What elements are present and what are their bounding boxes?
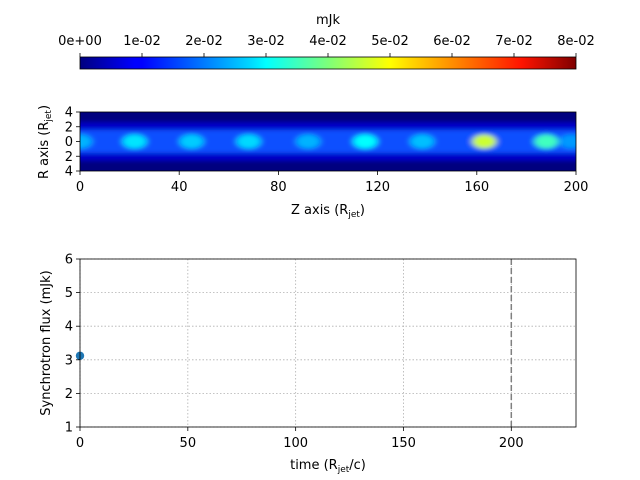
flux-x-tick-label: 0 xyxy=(76,436,84,451)
colorbar-tick-label: 2e-02 xyxy=(185,34,223,49)
colorbar-tick-label: 6e-02 xyxy=(433,34,471,49)
heatmap-knot xyxy=(296,134,321,149)
flux-x-axis-label: time (Rjet/c) xyxy=(290,458,366,475)
colorbar-tick-label: 5e-02 xyxy=(371,34,409,49)
heatmap-knot xyxy=(122,134,147,149)
heatmap-y-tick-label: 0 xyxy=(65,135,73,150)
heatmap-x-tick-label: 200 xyxy=(564,180,589,195)
heatmap-x-tick-label: 120 xyxy=(365,180,390,195)
heatmap-x-tick-label: 40 xyxy=(171,180,188,195)
heatmap-y-axis-label: R axis (Rjet) xyxy=(37,105,54,179)
flux-x-ticks: 0 50 100 150 200 xyxy=(76,427,524,451)
heatmap-knot xyxy=(236,134,261,149)
flux-panel: 0 50 100 150 200 1 2 3 4 5 6 time (Rjet/c) Synchr… xyxy=(39,253,577,475)
heatmap-knot xyxy=(559,134,576,149)
heatmap-knot xyxy=(179,134,204,149)
heatmap-x-tick-label: 160 xyxy=(464,180,489,195)
flux-x-tick-label: 150 xyxy=(391,436,416,451)
heatmap-y-tick-label: 2 xyxy=(65,150,73,165)
colorbar-ticks: 0e+00 1e-02 2e-02 3e-02 4e-02 5e-02 6e-02 7e-02… xyxy=(58,34,595,57)
flux-y-axis-label: Synchrotron flux (mJk) xyxy=(39,270,54,416)
flux-y-tick-label: 1 xyxy=(65,421,73,436)
colorbar-tick-label: 8e-02 xyxy=(557,34,595,49)
flux-frame xyxy=(79,258,577,428)
flux-x-tick-label: 50 xyxy=(180,436,197,451)
colorbar-tick-label: 7e-02 xyxy=(495,34,533,49)
colorbar-gradient xyxy=(79,56,577,70)
heatmap-knot xyxy=(534,134,559,149)
heatmap-x-axis-label: Z axis (Rjet) xyxy=(291,203,365,220)
heatmap-knot xyxy=(472,134,497,149)
colorbar-label: mJk xyxy=(316,13,340,28)
flux-y-tick-label: 5 xyxy=(65,286,73,301)
heatmap-knot xyxy=(80,134,92,149)
heatmap-x-ticks: 0 40 80 120 160 200 xyxy=(76,171,589,195)
flux-x-tick-label: 100 xyxy=(283,436,308,451)
flux-y-tick-label: 3 xyxy=(65,353,73,368)
heatmap-knots xyxy=(80,134,576,149)
flux-y-tick-label: 4 xyxy=(65,320,73,335)
colorbar-tick-label: 4e-02 xyxy=(309,34,347,49)
flux-y-tick-label: 2 xyxy=(65,387,73,402)
colorbar-tick-label: 1e-02 xyxy=(123,34,161,49)
flux-x-tick-label: 200 xyxy=(499,436,524,451)
heatmap-y-tick-label: 4 xyxy=(65,165,73,180)
flux-y-tick-label: 6 xyxy=(65,253,73,268)
heatmap-knot xyxy=(410,134,435,149)
heatmap-y-tick-label: 4 xyxy=(65,106,73,121)
flux-y-ticks: 1 2 3 4 5 6 xyxy=(65,253,80,436)
heatmap-x-tick-label: 0 xyxy=(76,180,84,195)
heatmap-x-tick-label: 80 xyxy=(270,180,287,195)
colorbar-tick-label: 3e-02 xyxy=(247,34,285,49)
flux-plot-area xyxy=(80,259,576,427)
colorbar-tick-label: 0e+00 xyxy=(58,34,102,49)
colorbar: mJk 0e+00 1e-02 2e-02 3e-02 4e-02 5e-02 6e-02 7… xyxy=(58,13,595,70)
heatmap-y-tick-label: 2 xyxy=(65,120,73,135)
heatmap-jet-core xyxy=(80,130,576,153)
heatmap-knot xyxy=(353,134,378,149)
